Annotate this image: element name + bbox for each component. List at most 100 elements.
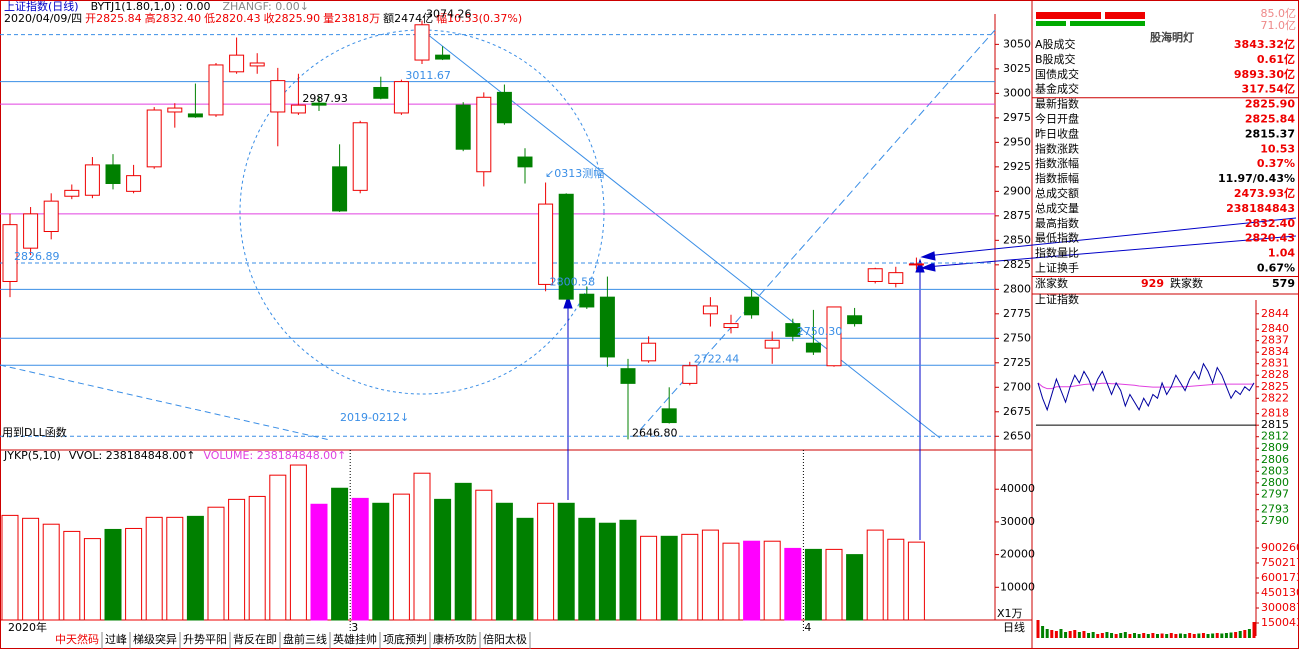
- volume-bar: [63, 530, 81, 621]
- candle-body: [661, 408, 677, 424]
- count-label: 跌家数: [1170, 276, 1203, 290]
- row-label: 指数涨幅: [1035, 156, 1079, 170]
- volume-bar: [578, 517, 596, 621]
- volume-header: JYKP(5,10): [3, 449, 61, 462]
- row-value: 2832.40: [1245, 217, 1295, 230]
- volume-bar: [907, 541, 925, 621]
- candle-body: [290, 104, 306, 114]
- mini-vol-bar: [1064, 632, 1068, 638]
- tab[interactable]: 背反在即: [233, 632, 277, 646]
- mini-vol-bar: [1110, 633, 1114, 638]
- mini-tick-label: 2822: [1261, 391, 1289, 404]
- candle-body: [270, 80, 286, 113]
- price-annotation: 2800.58: [550, 276, 596, 289]
- row-label: 指数涨跌: [1035, 141, 1079, 155]
- volume-bar: [619, 519, 637, 621]
- tab[interactable]: 盘前三线: [283, 632, 327, 646]
- mini-vol-bar: [1206, 634, 1210, 638]
- mini-vol-bar: [1128, 634, 1132, 638]
- volume-bar: [83, 538, 101, 621]
- mini-vol-bar: [1243, 630, 1247, 638]
- mini-vol-bar: [1100, 633, 1104, 638]
- candle-body: [2, 224, 18, 282]
- mini-vol-bar: [1229, 632, 1233, 638]
- tab[interactable]: 项底预判: [383, 632, 427, 646]
- volume-bar: [598, 522, 616, 621]
- volume-bar: [42, 523, 60, 621]
- candle-body: [496, 91, 512, 124]
- volume-bar: [269, 474, 287, 621]
- volume-bar: [701, 529, 719, 621]
- row-label: 最低指数: [1035, 231, 1079, 245]
- candle-body: [744, 296, 760, 316]
- y-tick-label: 10000: [1000, 580, 1035, 593]
- candle-body: [867, 268, 883, 282]
- tab[interactable]: 英雄挂帅: [333, 632, 377, 646]
- volume-header: VVOL: 238184848.00↑: [69, 449, 196, 462]
- mini-vol-bar: [1201, 633, 1205, 638]
- header-text: ZHANGF: 0.00↓: [222, 0, 308, 13]
- tab[interactable]: 梯级突异: [133, 632, 177, 646]
- mini-vol-label: 150043: [1261, 616, 1299, 629]
- row-value: 1.04: [1268, 247, 1295, 260]
- candle-body: [393, 81, 409, 114]
- tab[interactable]: 过峰: [105, 633, 127, 646]
- row-value: 2825.84: [1245, 113, 1295, 126]
- candle-body: [105, 164, 121, 185]
- mini-vol-label: 900260: [1261, 541, 1299, 554]
- mini-vol-bar: [1073, 630, 1077, 638]
- volume-bar: [660, 535, 678, 621]
- candle-body: [249, 62, 265, 67]
- mini-tick-label: 2840: [1261, 322, 1289, 335]
- volume-bar: [887, 538, 905, 621]
- side-value: 71.0亿: [1261, 19, 1297, 32]
- tab[interactable]: 升势平阳: [183, 633, 227, 646]
- mini-tick-label: 2815: [1261, 418, 1289, 431]
- candle-body: [311, 102, 327, 106]
- row-value: 0.67%: [1257, 262, 1295, 275]
- y-tick-label: 20000: [1000, 548, 1035, 561]
- volume-bar: [434, 498, 452, 621]
- candle-body: [888, 272, 904, 284]
- mini-price-line: [1037, 362, 1255, 412]
- tab[interactable]: 倍阳太极: [483, 632, 527, 646]
- volume-bar: [351, 497, 369, 621]
- candle-body: [64, 189, 80, 197]
- mini-tick-label: 2809: [1261, 441, 1289, 454]
- volume-bar: [557, 502, 575, 621]
- trend-line: [0, 364, 331, 441]
- header-text: 开2825.84: [85, 12, 142, 25]
- y-tick-label: 2875: [1003, 209, 1031, 222]
- row-label: 指数振幅: [1035, 171, 1079, 185]
- volume-bar: [289, 464, 307, 621]
- mini-vol-bar: [1123, 632, 1127, 638]
- y-tick-label: 2850: [1003, 233, 1031, 246]
- mini-vol-bar: [1087, 633, 1091, 638]
- x-label: 2020年: [8, 620, 47, 634]
- volume-bar: [640, 535, 658, 621]
- volume-bar: [145, 516, 163, 621]
- volume-bar: [207, 506, 225, 621]
- candle-body: [805, 342, 821, 353]
- mini-tick-label: 2837: [1261, 334, 1289, 347]
- mini-vol-bar: [1151, 633, 1155, 638]
- candle-body: [908, 263, 924, 266]
- bar-indicator: [1036, 21, 1066, 26]
- volume-bar: [516, 517, 534, 621]
- mini-vol-bar: [1224, 633, 1228, 638]
- y-tick-label: 40000: [1000, 482, 1035, 495]
- candle-body: [579, 293, 595, 308]
- candle-body: [229, 54, 245, 73]
- volume-bar: [763, 540, 781, 621]
- mini-tick-label: 2825: [1261, 380, 1289, 393]
- row-value: 3843.32亿: [1234, 37, 1295, 51]
- tab[interactable]: 中天然码: [55, 632, 99, 646]
- annotation: 2019-0212↓: [340, 411, 409, 424]
- candle-body: [146, 109, 162, 168]
- tab[interactable]: 康桥攻防: [433, 632, 477, 646]
- volume-bar: [248, 495, 266, 621]
- period-tab[interactable]: 日线: [1003, 620, 1025, 634]
- volume-bar: [681, 533, 699, 621]
- candle-body: [785, 323, 801, 337]
- y-tick-label: 2800: [1003, 282, 1031, 295]
